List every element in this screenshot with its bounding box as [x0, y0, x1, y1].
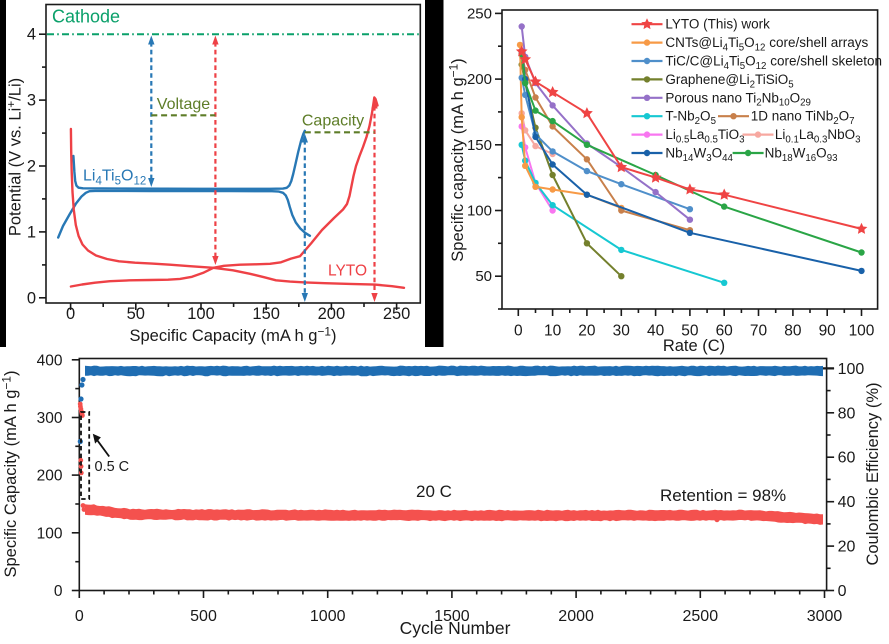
svg-text:200: 200	[37, 468, 63, 485]
svg-text:200: 200	[318, 305, 346, 323]
svg-text:100: 100	[838, 361, 865, 378]
svg-text:0: 0	[514, 323, 523, 340]
svg-text:50: 50	[475, 268, 492, 285]
svg-text:0.5 C: 0.5 C	[95, 459, 130, 475]
svg-text:70: 70	[750, 323, 768, 340]
svg-text:0: 0	[75, 608, 84, 625]
svg-text:0: 0	[27, 289, 36, 307]
svg-text:Capacity: Capacity	[302, 113, 364, 130]
svg-text:LYTO: LYTO	[328, 263, 367, 280]
svg-text:Graphene@Li2​TiSiO5​: Graphene@Li2​TiSiO5​	[665, 72, 793, 90]
svg-text:2500: 2500	[683, 608, 719, 625]
svg-text:50: 50	[127, 305, 145, 323]
svg-text:250: 250	[467, 5, 492, 22]
svg-text:60: 60	[838, 450, 856, 467]
svg-text:Cathode: Cathode	[52, 7, 120, 27]
svg-text:300: 300	[37, 410, 63, 427]
svg-text:60: 60	[716, 323, 734, 340]
svg-text:250: 250	[383, 305, 411, 323]
svg-text:20: 20	[578, 323, 596, 340]
svg-text:1: 1	[27, 223, 36, 241]
svg-text:Specific Capacity (mA h g−1​): Specific Capacity (mA h g−1​)	[129, 325, 336, 345]
svg-text:100: 100	[187, 305, 215, 323]
svg-text:30: 30	[613, 323, 631, 340]
svg-text:Cycle Number: Cycle Number	[400, 618, 511, 638]
svg-text:1D nano TiNb2​O7​: 1D nano TiNb2​O7​	[751, 109, 855, 127]
svg-text:150: 150	[252, 305, 280, 323]
svg-text:T-Nb2​O5​: T-Nb2​O5​	[665, 109, 716, 127]
svg-text:Rate (C): Rate (C)	[663, 337, 725, 355]
svg-text:1500: 1500	[434, 608, 470, 625]
svg-text:TiC/C@Li4​Ti5​O12​ core/shell: TiC/C@Li4​Ti5​O12​ core/shell skeleton	[665, 54, 882, 72]
svg-text:40: 40	[838, 494, 856, 511]
svg-text:CNTs@Li4​Ti5​O12​ core/shell a: CNTs@Li4​Ti5​O12​ core/shell arrays	[665, 35, 868, 53]
svg-text:Specific Capacity (mA h g−1​): Specific Capacity (mA h g−1​)	[0, 370, 20, 577]
svg-text:Nb14​W3​O44​: Nb14​W3​O44​	[665, 146, 733, 164]
svg-text:Porous nano Ti2​Nb10​O29​: Porous nano Ti2​Nb10​O29​	[665, 90, 811, 108]
svg-text:500: 500	[190, 608, 217, 625]
svg-text:Potential (V vs. Li+​/Li): Potential (V vs. Li+​/Li)	[4, 78, 24, 236]
svg-text:2000: 2000	[558, 608, 594, 625]
svg-text:50: 50	[681, 323, 699, 340]
svg-text:20: 20	[838, 539, 856, 556]
svg-text:150: 150	[467, 137, 492, 154]
svg-text:40: 40	[647, 323, 665, 340]
svg-text:1000: 1000	[310, 608, 346, 625]
svg-text:10: 10	[544, 323, 562, 340]
svg-text:Specific capacity (mA h g−1​): Specific capacity (mA h g−1​)	[447, 58, 467, 261]
svg-text:80: 80	[838, 405, 856, 422]
svg-text:Coulombic Efficiency (%): Coulombic Efficiency (%)	[864, 382, 882, 565]
svg-text:Voltage: Voltage	[157, 96, 210, 113]
svg-text:80: 80	[784, 323, 802, 340]
svg-text:LYTO (This) work: LYTO (This) work	[665, 17, 770, 32]
svg-text:200: 200	[467, 71, 492, 88]
svg-text:0: 0	[66, 305, 75, 323]
svg-text:0: 0	[838, 583, 847, 600]
svg-text:20 C: 20 C	[416, 482, 452, 501]
svg-text:3: 3	[27, 92, 36, 110]
svg-text:400: 400	[37, 352, 63, 369]
svg-text:2: 2	[27, 158, 36, 176]
svg-text:0: 0	[54, 583, 63, 600]
svg-text:100: 100	[849, 323, 875, 340]
svg-text:100: 100	[467, 203, 492, 220]
svg-text:4: 4	[27, 26, 36, 44]
svg-text:100: 100	[37, 525, 63, 542]
svg-text:90: 90	[819, 323, 837, 340]
svg-text:Retention = 98%: Retention = 98%	[660, 486, 786, 505]
svg-text:3000: 3000	[807, 608, 843, 625]
